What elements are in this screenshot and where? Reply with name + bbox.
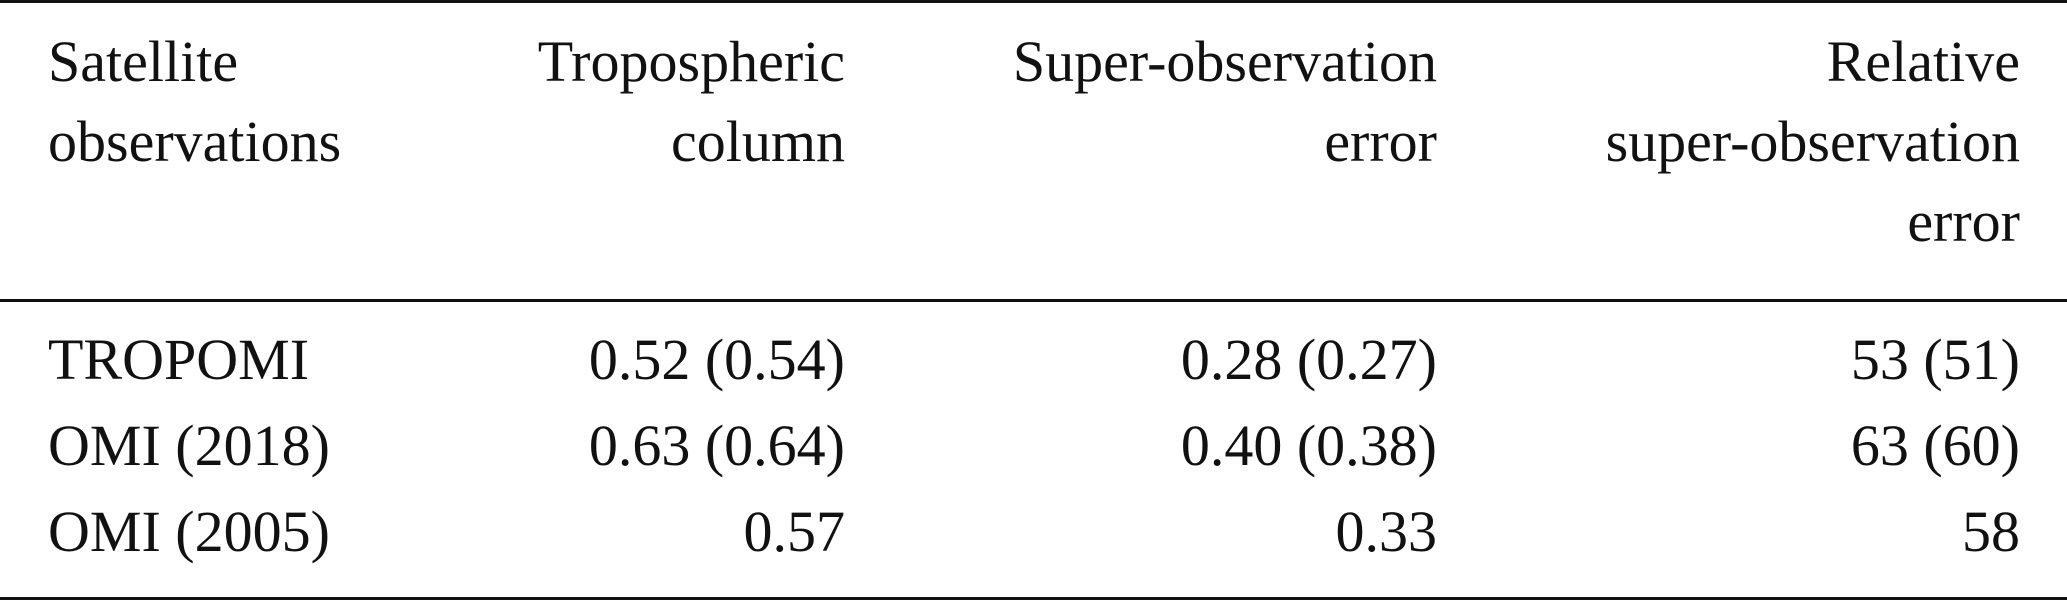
cell-tropospheric-column: 0.57 [743,499,846,564]
header-tropospheric-line-2: column [671,109,845,174]
cell-relative-error: 58 [1962,499,2020,564]
cell-satellite: OMI (2018) [48,413,330,478]
cell-satellite: OMI (2005) [48,499,330,564]
top-rule [0,0,2067,3]
header-satellite-line-1: Satellite [48,29,239,94]
cell-tropospheric-column: 0.63 (0.64) [588,413,845,478]
header-relative-line-2: super-observation [1605,109,2020,174]
cell-superobs-error: 0.28 (0.27) [1180,327,1437,392]
header-satellite-line-2: observations [48,109,342,174]
header-relative-line-1: Relative [1826,29,2020,94]
bottom-rule [0,597,2067,600]
cell-satellite: TROPOMI [48,327,310,392]
cell-relative-error: 63 (60) [1850,413,2020,478]
header-tropospheric-line-1: Tropospheric [537,29,845,94]
cell-tropospheric-column: 0.52 (0.54) [588,327,845,392]
cell-superobs-error: 0.33 [1335,499,1438,564]
header-superobs-line-1: Super-observation [1012,29,1437,94]
cell-relative-error: 53 (51) [1850,327,2020,392]
header-superobs-line-2: error [1324,109,1437,174]
cell-superobs-error: 0.40 (0.38) [1180,413,1437,478]
header-rule [0,299,2067,302]
header-relative-line-3: error [1907,189,2020,254]
